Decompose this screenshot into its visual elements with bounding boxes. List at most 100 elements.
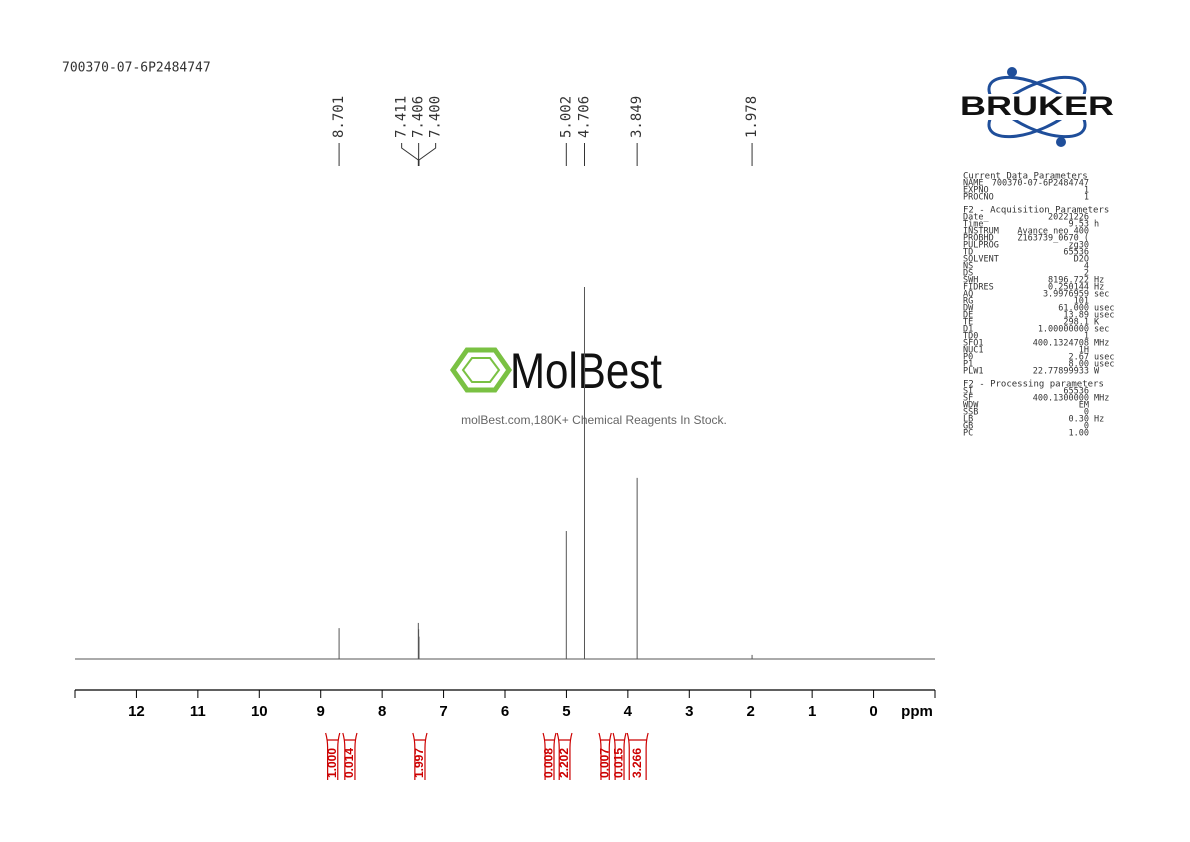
- parameter-key: PLW1: [963, 367, 983, 377]
- parameter-value: Avance neo 400: [1017, 227, 1089, 237]
- parameter-key: D1: [963, 325, 973, 335]
- parameter-key: LB: [963, 415, 973, 425]
- peak-label: 3.849: [629, 96, 645, 138]
- peak-label: 5.002: [558, 96, 574, 138]
- x-tick-label: 0: [869, 703, 877, 720]
- parameter-key: DW: [963, 304, 974, 314]
- parameter-unit: usec: [1094, 353, 1114, 363]
- x-tick-label: 11: [190, 703, 206, 720]
- integral-label: 3.266: [630, 748, 644, 778]
- watermark: MolBest molBest.com,180K+ Chemical Reage…: [449, 343, 727, 427]
- integral-label: 1.000: [325, 748, 339, 778]
- parameter-value: 1.00: [1069, 429, 1089, 439]
- parameter-value: 1.00000000: [1038, 325, 1089, 335]
- parameter-key: INSTRUM: [963, 227, 999, 237]
- parameter-key: Time: [963, 220, 983, 230]
- integral-label: 0.014: [342, 748, 356, 778]
- parameter-value: 400.1300000: [1033, 394, 1089, 404]
- x-axis-label: ppm: [901, 703, 933, 720]
- integral-bracket: [325, 732, 341, 780]
- logo-orbit: [987, 75, 1087, 139]
- parameter-key: SOLVENT: [963, 255, 999, 265]
- logo-orbit: [987, 75, 1087, 139]
- parameter-value: 9.53: [1069, 220, 1089, 230]
- x-tick-label: 2: [747, 703, 755, 720]
- parameter-value: 101: [1074, 297, 1089, 307]
- parameter-key: NAME: [963, 179, 983, 189]
- peak-pick-line: [418, 143, 437, 166]
- parameter-key: Date_: [963, 213, 989, 223]
- parameter-key: DS: [963, 269, 973, 279]
- parameter-unit: Hz: [1094, 283, 1104, 293]
- integral-bracket: [342, 732, 358, 780]
- watermark-icon: [461, 357, 501, 383]
- x-tick-label: 8: [378, 703, 386, 720]
- watermark-icon: [449, 347, 513, 393]
- x-tick-label: 12: [128, 703, 145, 720]
- parameter-key: SFO1: [963, 339, 983, 349]
- x-tick-label: 3: [685, 703, 693, 720]
- peak-label: 7.411: [394, 96, 410, 138]
- parameter-key: PROCNO: [963, 193, 994, 203]
- parameter-value: 0.250144: [1048, 283, 1089, 293]
- parameter-value: 298.1: [1063, 318, 1089, 328]
- x-tick-label: 5: [562, 703, 570, 720]
- bruker-logo: BRUKER: [958, 67, 1116, 147]
- integral-bracket: [626, 732, 649, 780]
- parameter-value: zg30: [1069, 241, 1089, 251]
- parameter-value: 8.00: [1069, 360, 1089, 370]
- parameter-key: PULPROG: [963, 241, 999, 251]
- logo-dot: [1056, 137, 1066, 147]
- parameter-heading: Current Data Parameters: [963, 172, 1088, 182]
- parameter-value: 0.30: [1069, 415, 1089, 425]
- parameter-key: DE: [963, 311, 973, 321]
- integral-bracket: [612, 732, 627, 780]
- watermark-name: MolBest: [510, 343, 662, 399]
- parameter-unit: usec: [1094, 311, 1114, 321]
- parameter-key: P0: [963, 353, 973, 363]
- x-tick-label: 7: [439, 703, 447, 720]
- parameter-key: PC: [963, 429, 973, 439]
- parameter-key: TD: [963, 248, 973, 258]
- integral-bracket: [542, 732, 557, 780]
- parameter-key: PROBHD: [963, 234, 994, 244]
- x-tick-label: 6: [501, 703, 509, 720]
- parameter-value: 3.9976959: [1043, 290, 1089, 300]
- parameter-value: 0: [1084, 408, 1089, 418]
- parameter-value: Z163739_0670 (: [1017, 234, 1089, 244]
- peak-label: 7.406: [411, 96, 427, 138]
- peak-label: 4.706: [576, 96, 592, 138]
- integral-label: 0.015: [612, 748, 626, 778]
- peak-label: 7.400: [428, 96, 444, 138]
- integral-label: 2.202: [557, 748, 571, 778]
- parameter-key: NS: [963, 262, 973, 272]
- parameter-key: SF: [963, 394, 973, 404]
- parameter-value: 20221226: [1048, 213, 1089, 223]
- peak-pick-line: [401, 143, 419, 166]
- x-tick-label: 4: [624, 703, 633, 720]
- parameter-unit: usec: [1094, 360, 1114, 370]
- parameter-key: EXPNO: [963, 186, 989, 196]
- sample-title: 700370-07-6P2484747: [62, 61, 211, 76]
- parameter-value: 2: [1084, 269, 1089, 279]
- parameter-key: P1: [963, 360, 973, 370]
- parameter-value: 65536: [1063, 248, 1089, 258]
- x-tick-label: 10: [251, 703, 268, 720]
- parameter-unit: MHz: [1094, 339, 1109, 349]
- peak-label: 1.978: [744, 96, 760, 138]
- parameter-key: RG: [963, 297, 973, 307]
- parameter-key: AQ: [963, 290, 973, 300]
- parameter-unit: sec: [1094, 325, 1109, 335]
- x-tick-label: 9: [317, 703, 325, 720]
- parameter-value: 1H: [1079, 346, 1089, 356]
- parameter-unit: K: [1094, 318, 1100, 328]
- logo-backdrop: [958, 94, 1116, 120]
- parameter-unit: W: [1094, 367, 1100, 377]
- parameter-heading: F2 - Processing parameters: [963, 380, 1104, 390]
- parameter-key: FIDRES: [963, 283, 994, 293]
- integral-label: 1.997: [412, 748, 426, 778]
- logo-dot: [1007, 67, 1017, 77]
- parameter-unit: Hz: [1094, 415, 1104, 425]
